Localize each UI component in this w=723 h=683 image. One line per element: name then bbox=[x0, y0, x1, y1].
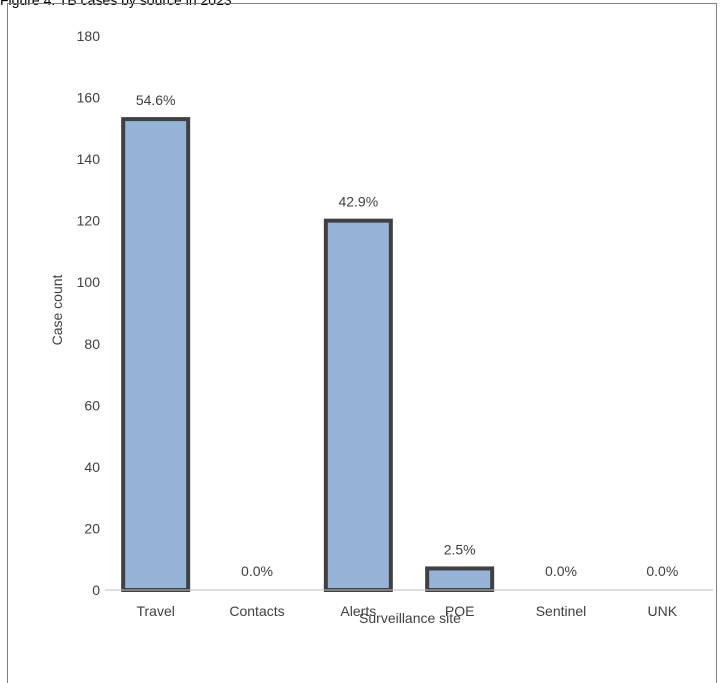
y-tick-label: 0 bbox=[92, 582, 100, 598]
data-label-travel: 54.6% bbox=[136, 92, 176, 108]
y-tick-label: 100 bbox=[77, 274, 101, 290]
y-tick-label: 180 bbox=[77, 28, 101, 44]
data-label-poe: 2.5% bbox=[444, 541, 476, 557]
y-tick-label: 140 bbox=[77, 151, 101, 167]
data-label-sentinel: 0.0% bbox=[545, 563, 577, 579]
y-tick-label: 20 bbox=[84, 520, 100, 536]
data-label-unk: 0.0% bbox=[646, 563, 678, 579]
x-tick-label: Contacts bbox=[229, 603, 284, 619]
y-tick-label: 80 bbox=[84, 336, 100, 352]
x-tick-label: Alerts bbox=[340, 603, 376, 619]
x-tick-label: POE bbox=[445, 603, 475, 619]
x-tick-label: Sentinel bbox=[536, 603, 587, 619]
y-tick-label: 120 bbox=[77, 213, 101, 229]
data-label-alerts: 42.9% bbox=[338, 194, 378, 210]
bar-poe bbox=[425, 566, 495, 593]
data-label-contacts: 0.0% bbox=[241, 563, 273, 579]
y-tick-label: 60 bbox=[84, 397, 100, 413]
x-axis-title: Surveillance site bbox=[359, 610, 461, 626]
figure-caption: Figure 4: TB cases by source in 2023 bbox=[0, 0, 232, 8]
y-tick-label: 40 bbox=[84, 459, 100, 475]
x-tick-label: UNK bbox=[648, 603, 678, 619]
y-axis-title: Case count bbox=[49, 274, 65, 345]
chart-frame bbox=[7, 3, 717, 683]
x-tick-label: Travel bbox=[136, 603, 174, 619]
y-tick-label: 160 bbox=[77, 90, 101, 106]
bar-travel bbox=[121, 117, 191, 592]
bar-alerts bbox=[323, 218, 393, 593]
